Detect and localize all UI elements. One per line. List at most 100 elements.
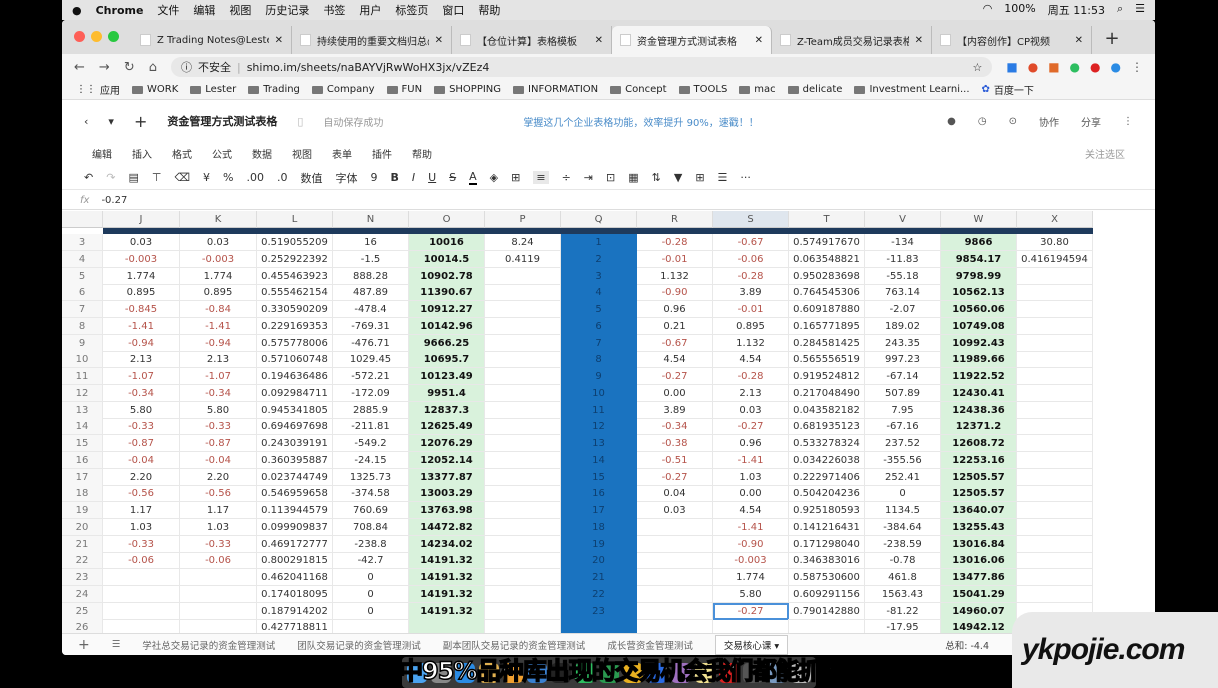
italic-button[interactable]: I [411,171,416,184]
cell-O16[interactable]: 12052.14 [409,451,485,469]
cell-P25[interactable] [485,602,561,620]
cell-P22[interactable] [485,552,561,570]
cell-T10[interactable]: 0.565556519 [789,351,865,369]
cell-O9[interactable]: 9666.25 [409,334,485,352]
cell-W15[interactable]: 12608.72 [941,435,1017,452]
url-input[interactable]: ⓘ 不安全 | shimo.im/sheets/naBAYVjRwWoHX3jx… [170,57,993,77]
cell-P19[interactable] [485,502,561,519]
cell-L8[interactable]: 0.229169353 [257,317,333,335]
sheet-tab[interactable]: 成长营资金管理测试 [607,640,693,652]
cell-S18[interactable]: 0.00 [713,485,789,503]
cell-W9[interactable]: 10992.43 [941,334,1017,352]
cell-O15[interactable]: 12076.29 [409,435,485,452]
bookmark-folder[interactable]: TOOLS [678,84,727,95]
cell-L12[interactable]: 0.092984711 [257,384,333,402]
select-all-corner[interactable] [62,211,103,228]
spotlight-icon[interactable]: ⌕ [1116,2,1124,15]
extension-icon[interactable]: ■ [1048,60,1060,74]
cell-Q20[interactable]: 18 [561,518,637,536]
cell-P11[interactable] [485,368,561,385]
cell-V18[interactable]: 0 [865,485,941,503]
browser-tab[interactable]: 【内容创作】CP视频 ✕ [932,26,1092,54]
cell-R12[interactable]: 0.00 [637,384,713,402]
cell-L6[interactable]: 0.555462154 [257,284,333,302]
cell-P17[interactable] [485,468,561,486]
wifi-icon[interactable]: ◠ [982,2,993,15]
cell-R16[interactable]: -0.51 [637,451,713,469]
cell-S14[interactable]: -0.27 [713,418,789,436]
bookmark-doc-icon[interactable]: ▯ [297,114,304,128]
cell-Q10[interactable]: 8 [561,351,637,369]
cell-K11[interactable]: -1.07 [180,368,257,385]
close-tab-icon[interactable]: ✕ [594,34,603,46]
cell-P21[interactable] [485,535,561,553]
row-header[interactable]: 23 [62,569,103,586]
close-tab-icon[interactable]: ✕ [914,34,923,46]
cell-P10[interactable] [485,351,561,369]
fill-color-icon[interactable]: ◈ [489,171,499,184]
cell-J20[interactable]: 1.03 [103,518,180,536]
safari-icon[interactable] [455,662,475,683]
cell-R24[interactable] [637,585,713,603]
cell-O8[interactable]: 10142.96 [409,317,485,335]
close-window-button[interactable] [74,31,85,42]
cell-X17[interactable] [1017,468,1093,486]
row-header[interactable]: 25 [62,602,103,620]
cell-R25[interactable] [637,602,713,620]
paste-icon[interactable]: ▤ [128,171,139,184]
cell-O5[interactable]: 10902.78 [409,267,485,285]
decrease-decimal-button[interactable]: .0 [276,171,288,184]
table-icon[interactable]: ⊞ [695,171,705,184]
column-header-J[interactable]: J [103,211,180,228]
cell-N10[interactable]: 1029.45 [333,351,409,369]
history-icon[interactable]: ◷ [977,115,987,127]
cell-Q15[interactable]: 13 [561,435,637,452]
cell-Q4[interactable]: 2 [561,250,637,268]
cell-X11[interactable] [1017,368,1093,385]
cell-T3[interactable]: 0.574917670 [789,234,865,251]
menu-plugins[interactable]: 插件 [372,149,392,161]
cell-T24[interactable]: 0.609291156 [789,585,865,603]
cell-Q24[interactable]: 22 [561,585,637,603]
cell-X4[interactable]: 0.416194594 [1017,250,1093,268]
cell-V3[interactable]: -134 [865,234,941,251]
cell-P4[interactable]: 0.4119 [485,250,561,268]
cell-J18[interactable]: -0.56 [103,485,180,503]
bookmark-star-icon[interactable]: ☆ [972,60,983,74]
cell-P8[interactable] [485,317,561,335]
cell-O22[interactable]: 14191.32 [409,552,485,570]
cell-P24[interactable] [485,585,561,603]
cell-J21[interactable]: -0.33 [103,535,180,553]
present-icon[interactable]: ⊙ [1008,115,1017,127]
conditional-format-icon[interactable]: ☰ [717,171,728,184]
cell-X5[interactable] [1017,267,1093,285]
bookmark-folder[interactable]: FUN [386,84,422,95]
cell-N16[interactable]: -24.15 [333,451,409,469]
cell-O3[interactable]: 10016 [409,234,485,251]
cell-L17[interactable]: 0.023744749 [257,468,333,486]
cell-K14[interactable]: -0.33 [180,418,257,436]
row-header[interactable]: 18 [62,485,103,503]
cell-Q19[interactable]: 17 [561,502,637,519]
watch-selection-button[interactable]: 关注选区 [1085,149,1125,161]
cell-K22[interactable]: -0.06 [180,552,257,570]
row-header[interactable]: 13 [62,401,103,419]
cell-T19[interactable]: 0.925180593 [789,502,865,519]
currency-button[interactable]: ¥ [203,171,210,184]
battery-status[interactable]: 100% [1004,2,1036,15]
cell-T15[interactable]: 0.533278324 [789,435,865,452]
sheet-tab[interactable]: 学社总交易记录的资金管理测试 [142,640,276,652]
row-header[interactable]: 26 [62,619,103,633]
cell-J11[interactable]: -1.07 [103,368,180,385]
cell-T16[interactable]: 0.034226038 [789,451,865,469]
cell-N5[interactable]: 888.28 [333,267,409,285]
cell-V14[interactable]: -67.16 [865,418,941,436]
cell-K26[interactable] [180,619,257,633]
cell-P16[interactable] [485,451,561,469]
cell-Q11[interactable]: 9 [561,368,637,385]
cell-L5[interactable]: 0.455463923 [257,267,333,285]
column-header-P[interactable]: P [485,211,561,228]
cell-L13[interactable]: 0.945341805 [257,401,333,419]
forward-icon[interactable]: → [98,59,110,75]
menu-bookmarks[interactable]: 书签 [323,4,346,17]
